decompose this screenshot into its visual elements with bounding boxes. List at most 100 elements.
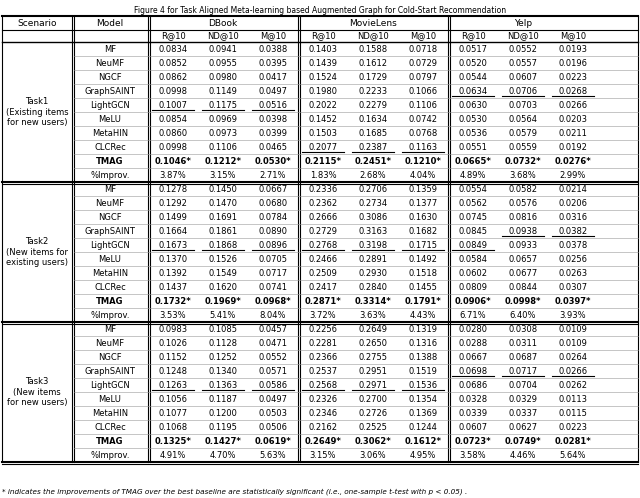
Text: 0.0311: 0.0311 — [509, 339, 538, 348]
Text: 0.0281*: 0.0281* — [555, 437, 591, 446]
Text: 0.0749*: 0.0749* — [505, 437, 541, 446]
Text: 0.2649*: 0.2649* — [305, 437, 341, 446]
Text: Yelp: Yelp — [514, 18, 532, 27]
Text: 0.0552: 0.0552 — [509, 44, 538, 53]
Text: 0.0571: 0.0571 — [259, 367, 287, 375]
Text: 0.0665*: 0.0665* — [454, 156, 492, 165]
Text: 0.1519: 0.1519 — [408, 367, 437, 375]
Text: * indicates the improvements of TMAG over the best baseline are statistically si: * indicates the improvements of TMAG ove… — [2, 488, 467, 495]
Text: 0.1392: 0.1392 — [159, 268, 188, 277]
Text: 0.1359: 0.1359 — [408, 184, 438, 194]
Text: 0.0551: 0.0551 — [459, 142, 488, 151]
Text: 0.2650: 0.2650 — [358, 339, 387, 348]
Text: 0.0704: 0.0704 — [509, 380, 538, 389]
Text: 0.3062*: 0.3062* — [355, 437, 392, 446]
Text: 0.0465: 0.0465 — [259, 142, 287, 151]
Text: 0.0860: 0.0860 — [159, 128, 188, 137]
Text: 0.0584: 0.0584 — [458, 254, 488, 263]
Text: 0.0530: 0.0530 — [458, 115, 488, 124]
Text: 0.0280: 0.0280 — [458, 325, 488, 334]
Text: 0.0497: 0.0497 — [259, 87, 287, 96]
Text: 0.2279: 0.2279 — [358, 101, 387, 110]
Text: 1.83%: 1.83% — [310, 170, 336, 179]
Text: 0.2700: 0.2700 — [358, 394, 387, 403]
Text: 0.2346: 0.2346 — [308, 408, 337, 417]
Text: 0.2755: 0.2755 — [358, 353, 387, 362]
Text: 0.0115: 0.0115 — [559, 408, 588, 417]
Text: 0.2729: 0.2729 — [308, 227, 337, 236]
Text: 0.0998: 0.0998 — [159, 142, 188, 151]
Text: Task2
(New items for
existing users): Task2 (New items for existing users) — [6, 237, 68, 267]
Text: 0.1403: 0.1403 — [308, 44, 337, 53]
Text: 0.0503: 0.0503 — [259, 408, 287, 417]
Text: 4.95%: 4.95% — [410, 451, 436, 460]
Text: NeuMF: NeuMF — [95, 339, 125, 348]
Text: 0.1499: 0.1499 — [159, 213, 188, 222]
Text: 0.0607: 0.0607 — [458, 422, 488, 431]
Text: Model: Model — [97, 18, 124, 27]
Text: 0.3086: 0.3086 — [358, 213, 388, 222]
Text: 0.0955: 0.0955 — [209, 58, 237, 68]
Text: 0.0554: 0.0554 — [459, 184, 488, 194]
Text: 0.3198: 0.3198 — [358, 241, 388, 249]
Text: %Improv.: %Improv. — [90, 310, 130, 320]
Text: 0.0729: 0.0729 — [408, 58, 438, 68]
Text: 4.46%: 4.46% — [509, 451, 536, 460]
Text: 0.0193: 0.0193 — [559, 44, 588, 53]
Text: 0.0263: 0.0263 — [559, 268, 588, 277]
Text: 0.2971: 0.2971 — [358, 380, 387, 389]
Text: 0.0705: 0.0705 — [259, 254, 287, 263]
Text: 0.1685: 0.1685 — [358, 128, 388, 137]
Text: 0.0520: 0.0520 — [459, 58, 488, 68]
Text: 0.0109: 0.0109 — [559, 339, 588, 348]
Text: 0.2362: 0.2362 — [308, 199, 337, 208]
Text: CLCRec: CLCRec — [94, 142, 126, 151]
Text: 0.2537: 0.2537 — [308, 367, 337, 375]
Text: 0.0816: 0.0816 — [508, 213, 538, 222]
Text: 3.15%: 3.15% — [310, 451, 336, 460]
Text: Task1
(Existing items
for new users): Task1 (Existing items for new users) — [6, 97, 68, 127]
Text: Figure 4 for Task Aligned Meta-learning based Augmented Graph for Cold-Start Rec: Figure 4 for Task Aligned Meta-learning … — [134, 6, 506, 15]
Text: 0.1106: 0.1106 — [209, 142, 237, 151]
Text: 0.1149: 0.1149 — [209, 87, 237, 96]
Text: 0.1427*: 0.1427* — [205, 437, 241, 446]
Text: LightGCN: LightGCN — [90, 380, 130, 389]
Text: NeuMF: NeuMF — [95, 199, 125, 208]
Text: 3.06%: 3.06% — [360, 451, 387, 460]
Text: 0.2951: 0.2951 — [358, 367, 387, 375]
Text: 0.0266: 0.0266 — [559, 367, 588, 375]
Text: 0.0906*: 0.0906* — [454, 296, 492, 305]
Text: GraphSAINT: GraphSAINT — [84, 367, 136, 375]
Text: 0.2115*: 0.2115* — [305, 156, 342, 165]
Text: 0.0973: 0.0973 — [209, 128, 237, 137]
Text: 0.0732*: 0.0732* — [505, 156, 541, 165]
Text: 5.41%: 5.41% — [210, 310, 236, 320]
Text: 0.0849: 0.0849 — [458, 241, 488, 249]
Text: 0.1691: 0.1691 — [209, 213, 237, 222]
Text: 0.0564: 0.0564 — [509, 115, 538, 124]
Text: 0.1106: 0.1106 — [408, 101, 438, 110]
Text: 0.0337: 0.0337 — [508, 408, 538, 417]
Text: 0.0378: 0.0378 — [558, 241, 588, 249]
Text: 0.0718: 0.0718 — [408, 44, 438, 53]
Text: 0.2417: 0.2417 — [308, 282, 337, 291]
Text: 0.0667: 0.0667 — [259, 184, 287, 194]
Text: 0.0854: 0.0854 — [159, 115, 188, 124]
Text: 0.0745: 0.0745 — [458, 213, 488, 222]
Text: 0.0980: 0.0980 — [209, 73, 237, 82]
Text: 0.0397*: 0.0397* — [555, 296, 591, 305]
Text: 0.1791*: 0.1791* — [404, 296, 442, 305]
Text: 0.2840: 0.2840 — [358, 282, 387, 291]
Text: 5.63%: 5.63% — [260, 451, 286, 460]
Text: 0.1066: 0.1066 — [408, 87, 438, 96]
Text: 0.1175: 0.1175 — [209, 101, 237, 110]
Text: 3.63%: 3.63% — [360, 310, 387, 320]
Text: 0.0399: 0.0399 — [259, 128, 287, 137]
Text: 0.1549: 0.1549 — [209, 268, 237, 277]
Text: 0.0890: 0.0890 — [259, 227, 287, 236]
Text: MetaHIN: MetaHIN — [92, 268, 128, 277]
Text: 0.0998*: 0.0998* — [505, 296, 541, 305]
Text: 0.0607: 0.0607 — [508, 73, 538, 82]
Text: 0.0703: 0.0703 — [508, 101, 538, 110]
Text: 0.1437: 0.1437 — [159, 282, 188, 291]
